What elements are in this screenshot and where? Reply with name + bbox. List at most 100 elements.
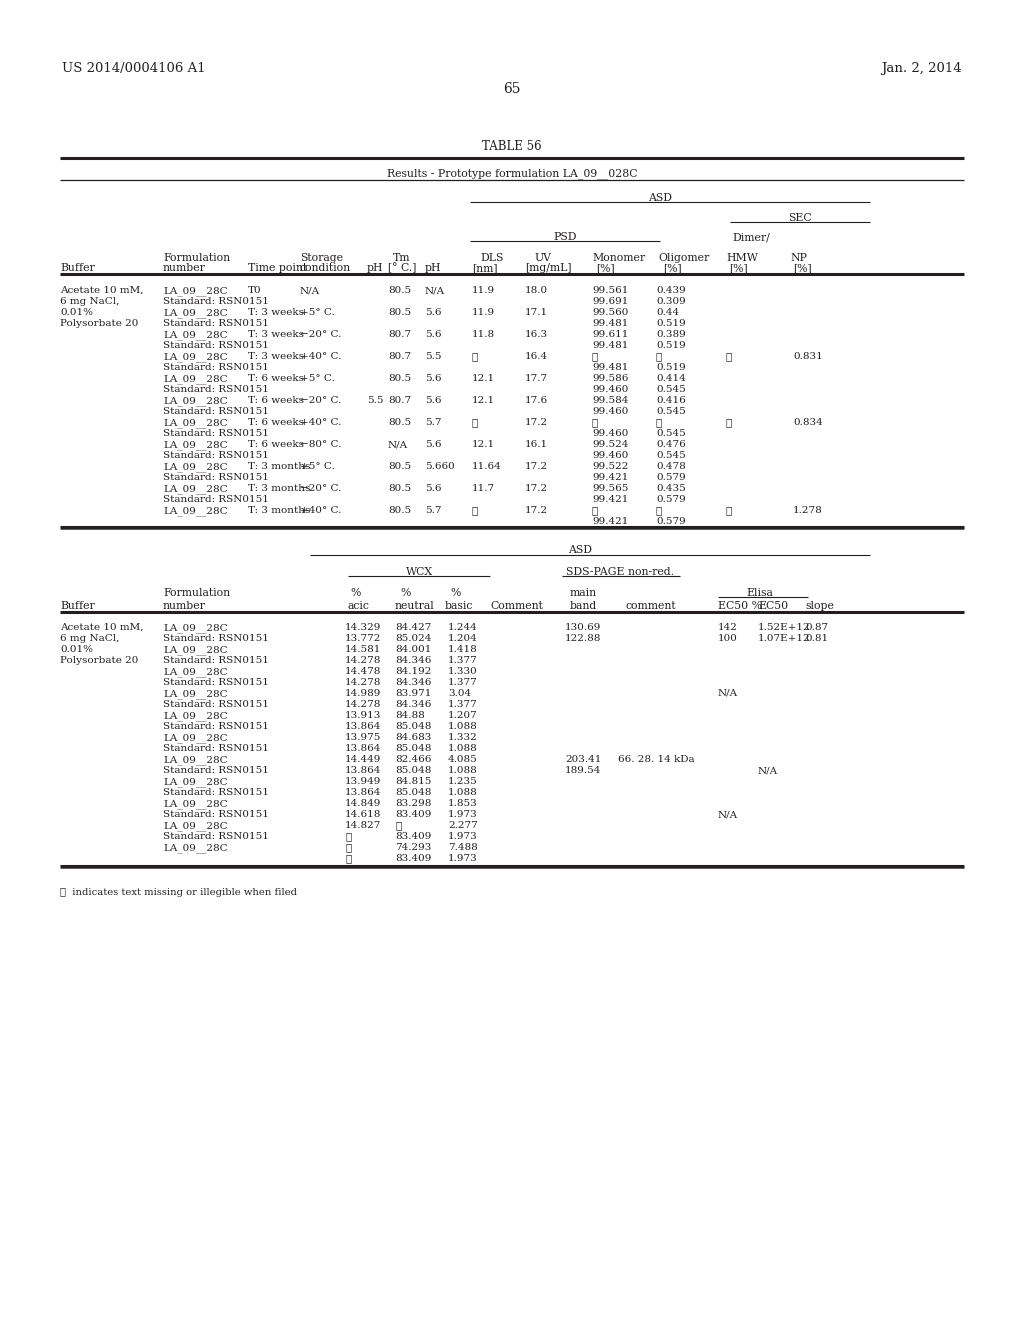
Text: 1.332: 1.332	[449, 733, 478, 742]
Text: Standard: RSN0151: Standard: RSN0151	[163, 788, 269, 797]
Text: 1.377: 1.377	[449, 656, 478, 665]
Text: 80.7: 80.7	[388, 352, 411, 360]
Text: Acetate 10 mM,: Acetate 10 mM,	[60, 286, 143, 294]
Text: +5° C.: +5° C.	[300, 462, 335, 471]
Text: ⓘ: ⓘ	[726, 352, 732, 360]
Text: 14.278: 14.278	[345, 700, 381, 709]
Text: ⓘ: ⓘ	[656, 506, 663, 515]
Text: 1.973: 1.973	[449, 832, 478, 841]
Text: ⓘ: ⓘ	[472, 352, 478, 360]
Text: 85.024: 85.024	[395, 634, 431, 643]
Text: 99.481: 99.481	[592, 319, 629, 327]
Text: 1.418: 1.418	[449, 645, 478, 653]
Text: T: 6 weeks: T: 6 weeks	[248, 440, 304, 449]
Text: 84.346: 84.346	[395, 678, 431, 686]
Text: 65: 65	[503, 82, 521, 96]
Text: 99.522: 99.522	[592, 462, 629, 471]
Text: ⓘ: ⓘ	[345, 832, 351, 841]
Text: %: %	[450, 587, 461, 598]
Text: +40° C.: +40° C.	[300, 352, 341, 360]
Text: 0.414: 0.414	[656, 374, 686, 383]
Text: Standard: RSN0151: Standard: RSN0151	[163, 363, 269, 372]
Text: 14.478: 14.478	[345, 667, 381, 676]
Text: 5.6: 5.6	[425, 396, 441, 405]
Text: Standard: RSN0151: Standard: RSN0151	[163, 341, 269, 350]
Text: 0.831: 0.831	[793, 352, 822, 360]
Text: ⓘ: ⓘ	[395, 821, 401, 830]
Text: 13.975: 13.975	[345, 733, 381, 742]
Text: 84.346: 84.346	[395, 700, 431, 709]
Text: LA_09__28C: LA_09__28C	[163, 711, 227, 721]
Text: Polysorbate 20: Polysorbate 20	[60, 656, 138, 665]
Text: 0.545: 0.545	[656, 451, 686, 459]
Text: ⓘ: ⓘ	[472, 418, 478, 426]
Text: 0.44: 0.44	[656, 308, 679, 317]
Text: LA_09__28C: LA_09__28C	[163, 352, 227, 362]
Text: 13.864: 13.864	[345, 788, 381, 797]
Text: Standard: RSN0151: Standard: RSN0151	[163, 319, 269, 327]
Text: 99.560: 99.560	[592, 308, 629, 317]
Text: 1.088: 1.088	[449, 722, 478, 731]
Text: +5° C.: +5° C.	[300, 308, 335, 317]
Text: 5.6: 5.6	[425, 308, 441, 317]
Text: 5.5: 5.5	[425, 352, 441, 360]
Text: 16.4: 16.4	[525, 352, 548, 360]
Text: Standard: RSN0151: Standard: RSN0151	[163, 744, 269, 752]
Text: 17.2: 17.2	[525, 484, 548, 492]
Text: 14.618: 14.618	[345, 810, 381, 818]
Text: 99.460: 99.460	[592, 407, 629, 416]
Text: 99.460: 99.460	[592, 451, 629, 459]
Text: 0.416: 0.416	[656, 396, 686, 405]
Text: Standard: RSN0151: Standard: RSN0151	[163, 429, 269, 438]
Text: WCX: WCX	[407, 568, 433, 577]
Text: 74.293: 74.293	[395, 843, 431, 851]
Text: 1.088: 1.088	[449, 744, 478, 752]
Text: SEC: SEC	[788, 213, 812, 223]
Text: pH: pH	[425, 263, 441, 273]
Text: 1.278: 1.278	[793, 506, 822, 515]
Text: US 2014/0004106 A1: US 2014/0004106 A1	[62, 62, 206, 75]
Text: T: 3 weeks: T: 3 weeks	[248, 330, 304, 339]
Text: 1.853: 1.853	[449, 799, 478, 808]
Text: basic: basic	[445, 601, 473, 611]
Text: LA_09__28C: LA_09__28C	[163, 799, 227, 809]
Text: 11.7: 11.7	[472, 484, 496, 492]
Text: acic: acic	[348, 601, 370, 611]
Text: LA_09__28C: LA_09__28C	[163, 286, 227, 296]
Text: 80.5: 80.5	[388, 484, 411, 492]
Text: 4.085: 4.085	[449, 755, 478, 764]
Text: 80.7: 80.7	[388, 396, 411, 405]
Text: 17.6: 17.6	[525, 396, 548, 405]
Text: LA_09__28C: LA_09__28C	[163, 308, 227, 318]
Text: Standard: RSN0151: Standard: RSN0151	[163, 297, 269, 306]
Text: 80.7: 80.7	[388, 330, 411, 339]
Text: 99.691: 99.691	[592, 297, 629, 306]
Text: 2.277: 2.277	[449, 821, 478, 830]
Text: PSD: PSD	[553, 232, 577, 242]
Text: 99.421: 99.421	[592, 495, 629, 504]
Text: Jan. 2, 2014: Jan. 2, 2014	[882, 62, 962, 75]
Text: 99.561: 99.561	[592, 286, 629, 294]
Text: 0.309: 0.309	[656, 297, 686, 306]
Text: 12.1: 12.1	[472, 440, 496, 449]
Text: LA_09__28C: LA_09__28C	[163, 396, 227, 405]
Text: T: 3 months: T: 3 months	[248, 506, 310, 515]
Text: 13.864: 13.864	[345, 766, 381, 775]
Text: 14.581: 14.581	[345, 645, 381, 653]
Text: 189.54: 189.54	[565, 766, 601, 775]
Text: 83.409: 83.409	[395, 832, 431, 841]
Text: 5.7: 5.7	[425, 418, 441, 426]
Text: 1.235: 1.235	[449, 777, 478, 785]
Text: UV: UV	[535, 253, 552, 263]
Text: 17.1: 17.1	[525, 308, 548, 317]
Text: 84.88: 84.88	[395, 711, 425, 719]
Text: 203.41: 203.41	[565, 755, 601, 764]
Text: 14.827: 14.827	[345, 821, 381, 830]
Text: 99.524: 99.524	[592, 440, 629, 449]
Text: condition: condition	[300, 263, 351, 273]
Text: 5.660: 5.660	[425, 462, 455, 471]
Text: 142: 142	[718, 623, 738, 632]
Text: T: 3 weeks: T: 3 weeks	[248, 308, 304, 317]
Text: [%]: [%]	[793, 263, 812, 273]
Text: Formulation: Formulation	[163, 253, 230, 263]
